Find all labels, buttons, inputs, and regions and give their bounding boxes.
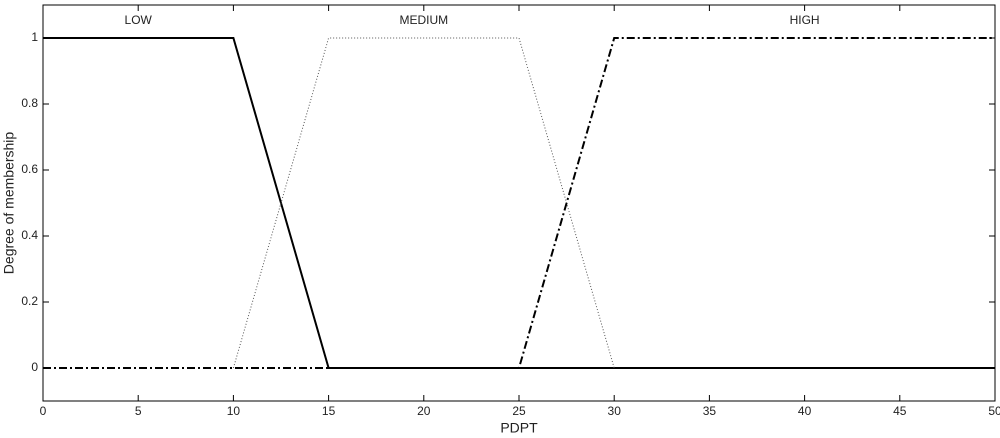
x-tick-label: 40 (798, 404, 812, 418)
series-label: LOW (125, 13, 153, 27)
x-tick-label: 10 (227, 404, 241, 418)
x-tick-label: 45 (893, 404, 907, 418)
series-label: HIGH (790, 13, 820, 27)
y-tick-label: 0.4 (21, 228, 38, 242)
y-tick-label: 0.8 (21, 96, 38, 110)
x-axis-label: PDPT (500, 420, 538, 436)
membership-line (43, 37, 995, 369)
x-tick-label: 50 (988, 404, 1000, 418)
x-tick-label: 20 (417, 404, 431, 418)
y-tick-label: 0.6 (21, 162, 38, 176)
x-tick-label: 5 (135, 404, 142, 418)
plot-frame (42, 4, 996, 402)
series-label: MEDIUM (399, 13, 448, 27)
x-tick-label: 0 (40, 404, 47, 418)
y-axis-label: Degree of membership (1, 132, 17, 275)
y-tick-label: 0 (31, 360, 38, 374)
x-tick-label: 35 (703, 404, 717, 418)
x-tick-label: 25 (512, 404, 526, 418)
x-tick-label: 30 (608, 404, 622, 418)
x-tick-label: 15 (322, 404, 336, 418)
y-tick-label: 0.2 (21, 294, 38, 308)
y-tick-label: 1 (31, 30, 38, 44)
